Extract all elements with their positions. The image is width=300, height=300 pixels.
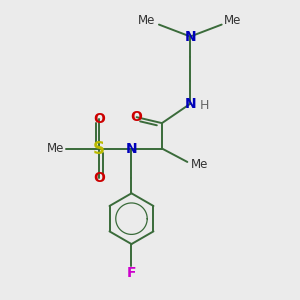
Text: O: O (93, 112, 105, 126)
Text: Me: Me (138, 14, 156, 27)
Text: S: S (93, 140, 105, 158)
Text: O: O (130, 110, 142, 124)
Text: Me: Me (47, 142, 64, 155)
Text: N: N (126, 142, 137, 155)
Text: N: N (184, 29, 196, 44)
Text: F: F (127, 266, 136, 280)
Text: H: H (200, 99, 209, 112)
Text: N: N (184, 97, 196, 111)
Text: Me: Me (190, 158, 208, 171)
Text: Me: Me (224, 14, 241, 27)
Text: O: O (93, 171, 105, 185)
